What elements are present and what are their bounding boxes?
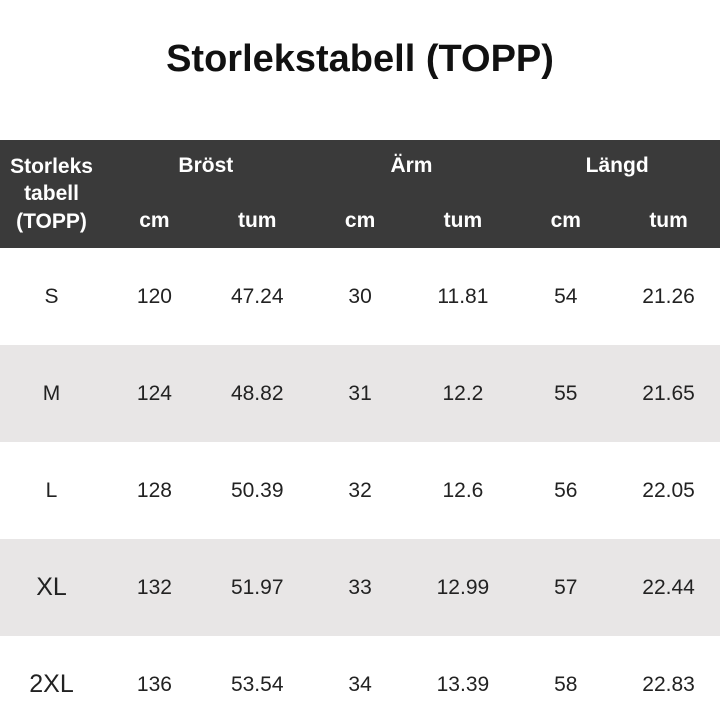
value-cell: 33: [348, 575, 372, 599]
value-cell: 58: [554, 672, 578, 696]
value-cell: 30: [348, 284, 372, 308]
table-row: [0, 636, 720, 720]
value-cell: 51.97: [230, 575, 284, 599]
size-cell: XL: [36, 573, 67, 601]
unit-header: cm: [344, 209, 376, 232]
value-cell: 12.2: [442, 381, 484, 405]
value-cell: 124: [136, 381, 172, 405]
value-cell: 21.65: [642, 381, 695, 405]
group-header: Bröst: [178, 154, 234, 177]
group-header: Ärm: [390, 154, 433, 177]
unit-header: tum: [237, 209, 277, 232]
unit-header: cm: [139, 209, 170, 232]
value-cell: 13.39: [436, 672, 490, 696]
value-cell: 22.05: [642, 478, 695, 502]
unit-header: tum: [649, 209, 688, 232]
size-cell: S: [44, 284, 59, 308]
value-cell: 12.6: [442, 478, 484, 502]
value-cell: 53.54: [230, 672, 284, 696]
value-cell: 50.39: [230, 478, 284, 502]
value-cell: 128: [136, 478, 172, 502]
unit-header: tum: [443, 209, 483, 232]
table-row: [0, 248, 720, 345]
header-band: [0, 140, 720, 248]
value-cell: 55: [554, 381, 578, 405]
value-cell: 47.24: [230, 284, 284, 308]
group-header: Längd: [585, 154, 649, 177]
value-cell: 120: [136, 284, 172, 308]
value-cell: 21.26: [642, 284, 695, 308]
title: Storlekstabell (TOPP): [166, 38, 554, 80]
value-cell: 32: [348, 478, 372, 502]
table-row: [0, 539, 720, 636]
size-cell: M: [42, 381, 61, 405]
value-cell: 22.44: [642, 575, 695, 599]
value-cell: 22.83: [642, 672, 695, 696]
size-cell: 2XL: [29, 670, 74, 698]
value-cell: 11.81: [437, 284, 489, 308]
value-cell: 57: [554, 575, 578, 599]
table-row: [0, 442, 720, 539]
value-cell: 34: [348, 672, 372, 696]
value-cell: 12.99: [436, 575, 490, 599]
value-cell: 48.82: [230, 381, 284, 405]
value-cell: 31: [348, 381, 372, 405]
size-cell: L: [45, 478, 58, 502]
value-cell: 132: [136, 575, 172, 599]
value-cell: 136: [136, 672, 172, 696]
unit-header: cm: [550, 209, 581, 232]
value-cell: 56: [554, 478, 578, 502]
value-cell: 54: [554, 284, 578, 308]
table-row: [0, 345, 720, 442]
corner-header: Storleks tabell (TOPP): [10, 155, 93, 233]
